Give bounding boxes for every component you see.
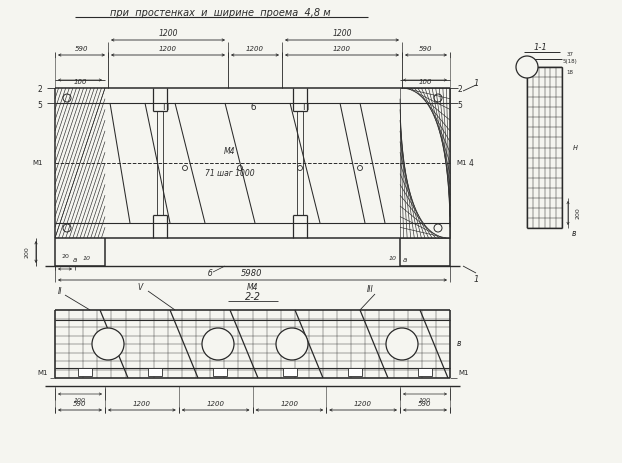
- Text: 590: 590: [418, 401, 432, 407]
- Bar: [283, 368, 297, 376]
- Text: М4: М4: [225, 146, 236, 156]
- Text: 1: 1: [473, 275, 479, 284]
- Bar: [348, 368, 362, 376]
- Text: 1200: 1200: [281, 401, 299, 407]
- Text: М1: М1: [38, 370, 49, 376]
- Text: 1-1: 1-1: [533, 44, 547, 52]
- Text: 2: 2: [37, 86, 42, 94]
- Text: П: П: [162, 104, 168, 113]
- Text: 37: 37: [567, 52, 573, 57]
- Circle shape: [276, 328, 308, 360]
- Text: 10: 10: [83, 257, 91, 262]
- Text: М4: М4: [248, 283, 259, 293]
- Text: б: б: [208, 269, 212, 279]
- Text: П: П: [302, 104, 308, 113]
- Text: н: н: [572, 143, 577, 152]
- Text: 100: 100: [419, 398, 431, 402]
- Text: 5(18): 5(18): [563, 60, 577, 64]
- Text: в: в: [572, 229, 576, 238]
- Text: 590: 590: [73, 401, 86, 407]
- Text: 1200: 1200: [332, 30, 352, 38]
- Text: 200: 200: [575, 207, 580, 219]
- Bar: [418, 368, 432, 376]
- Text: 100: 100: [73, 79, 86, 85]
- Text: 1200: 1200: [354, 401, 372, 407]
- Text: а: а: [73, 257, 77, 263]
- Text: 5: 5: [458, 100, 462, 110]
- Text: а: а: [403, 257, 407, 263]
- Text: 10: 10: [389, 257, 397, 262]
- Text: 590: 590: [419, 46, 433, 52]
- Text: 5: 5: [37, 100, 42, 110]
- Text: 200: 200: [24, 246, 29, 258]
- Text: М1: М1: [457, 160, 467, 166]
- Text: 100: 100: [74, 398, 86, 402]
- Text: V: V: [137, 283, 142, 293]
- Text: 1200: 1200: [158, 30, 178, 38]
- Circle shape: [92, 328, 124, 360]
- Bar: [213, 368, 227, 376]
- Bar: [148, 368, 162, 376]
- Text: 1200: 1200: [159, 46, 177, 52]
- Text: 20: 20: [61, 254, 69, 258]
- Text: 5980: 5980: [241, 269, 262, 279]
- Text: 2-2: 2-2: [245, 292, 261, 302]
- Text: М1: М1: [33, 160, 44, 166]
- Text: 1200: 1200: [333, 46, 351, 52]
- Text: 1200: 1200: [133, 401, 151, 407]
- Text: 1200: 1200: [207, 401, 225, 407]
- Text: 1: 1: [473, 79, 479, 88]
- Text: II: II: [58, 288, 62, 296]
- Bar: [78, 368, 92, 376]
- Text: 18: 18: [567, 69, 573, 75]
- Text: 1200: 1200: [246, 46, 264, 52]
- Text: 590: 590: [75, 46, 88, 52]
- Text: III: III: [366, 286, 373, 294]
- Text: М1: М1: [459, 370, 469, 376]
- Text: 100: 100: [418, 79, 432, 85]
- Text: 2: 2: [458, 86, 462, 94]
- Circle shape: [202, 328, 234, 360]
- Text: 4: 4: [468, 158, 473, 168]
- Circle shape: [386, 328, 418, 360]
- Text: в: в: [457, 339, 462, 349]
- Circle shape: [516, 56, 538, 78]
- Text: 71 шаг 1000: 71 шаг 1000: [205, 169, 255, 177]
- Text: при  простенках  и  ширине  проема  4,8 м: при простенках и ширине проема 4,8 м: [109, 8, 330, 18]
- Text: б: б: [250, 104, 256, 113]
